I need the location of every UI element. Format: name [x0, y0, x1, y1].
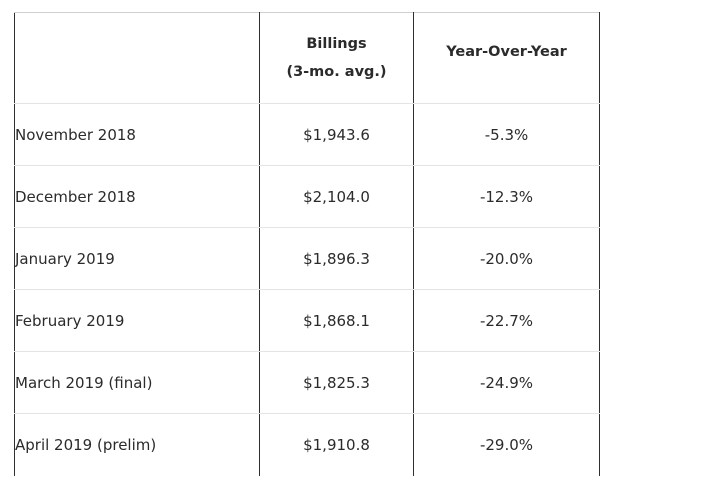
billings-cell: $1,825.3	[259, 351, 414, 414]
yoy-cell: -12.3%	[413, 165, 600, 228]
table-row: March 2019 (final) $1,825.3 -24.9%	[14, 351, 600, 414]
table-row: November 2018 $1,943.6 -5.3%	[14, 103, 600, 166]
yoy-cell: -22.7%	[413, 289, 600, 352]
billings-cell: $1,910.8	[259, 413, 414, 476]
billings-cell: $2,104.0	[259, 165, 414, 228]
yoy-header-title: Year-Over-Year	[446, 44, 567, 60]
header-row: Billings (3-mo. avg.) Year-Over-Year	[14, 12, 600, 104]
header-cell-billings: Billings (3-mo. avg.)	[259, 12, 414, 104]
table-header: Billings (3-mo. avg.) Year-Over-Year	[14, 12, 600, 104]
yoy-cell: -24.9%	[413, 351, 600, 414]
billings-header-title: Billings	[306, 36, 367, 52]
month-cell: November 2018	[14, 103, 260, 166]
month-cell: December 2018	[14, 165, 260, 228]
month-cell: April 2019 (prelim)	[14, 413, 260, 476]
table-row: February 2019 $1,868.1 -22.7%	[14, 289, 600, 352]
table-body: November 2018 $1,943.6 -5.3% December 20…	[14, 103, 600, 476]
yoy-cell: -20.0%	[413, 227, 600, 290]
billings-table: Billings (3-mo. avg.) Year-Over-Year Nov…	[14, 12, 600, 476]
billings-cell: $1,943.6	[259, 103, 414, 166]
billings-header-subtitle: (3-mo. avg.)	[286, 64, 387, 80]
billings-cell: $1,896.3	[259, 227, 414, 290]
header-cell-yoy: Year-Over-Year	[413, 12, 600, 104]
header-cell-empty	[14, 12, 260, 104]
billings-cell: $1,868.1	[259, 289, 414, 352]
month-cell: January 2019	[14, 227, 260, 290]
table-row: January 2019 $1,896.3 -20.0%	[14, 227, 600, 290]
month-cell: March 2019 (final)	[14, 351, 260, 414]
yoy-cell: -29.0%	[413, 413, 600, 476]
yoy-cell: -5.3%	[413, 103, 600, 166]
month-cell: February 2019	[14, 289, 260, 352]
table-row: April 2019 (prelim) $1,910.8 -29.0%	[14, 413, 600, 476]
table-row: December 2018 $2,104.0 -12.3%	[14, 165, 600, 228]
